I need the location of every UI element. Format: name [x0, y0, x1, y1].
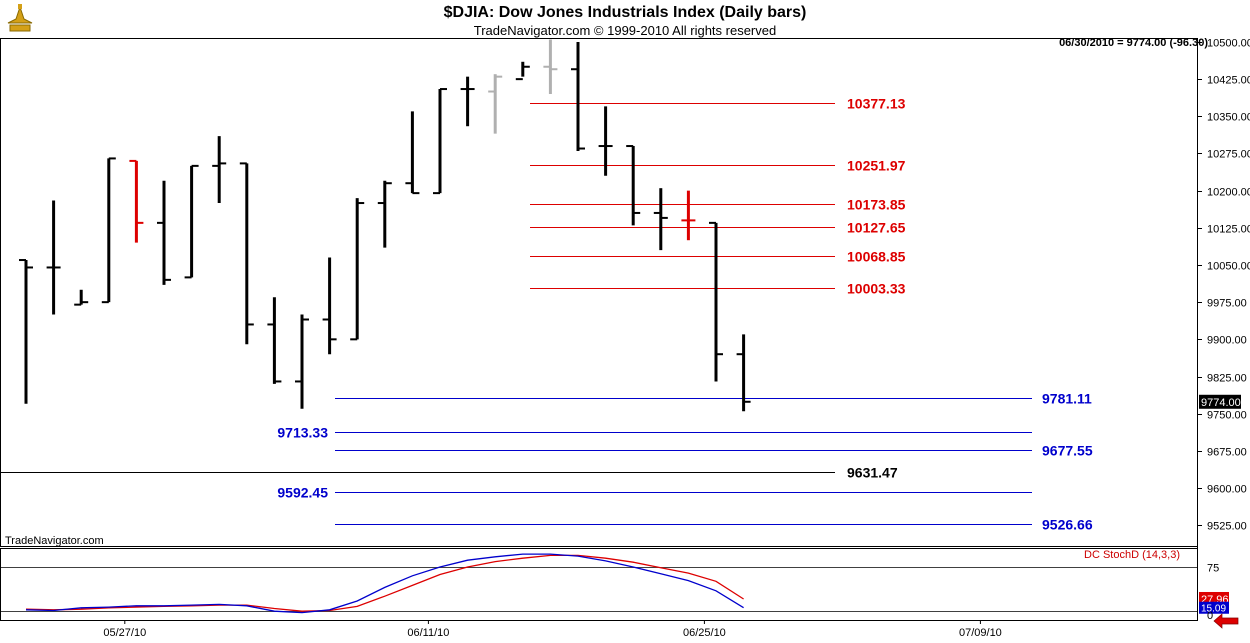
ohlc-bar-8 [239, 162, 254, 345]
price-tick-label-10: 9750.00 [1207, 410, 1247, 422]
date-label-3: 07/09/10 [959, 627, 1002, 639]
level-label-2: 10173.85 [847, 197, 906, 213]
price-tick-label-7: 9975.00 [1207, 298, 1247, 310]
ohlc-bar-11 [322, 257, 337, 355]
price-tick-label-0: 10500.00 [1207, 38, 1250, 50]
price-pane-frame [0, 38, 1198, 547]
ohlc-bar-15 [433, 88, 447, 195]
last-price-label: 9774.00 [1201, 397, 1241, 409]
ohlc-bar-24 [681, 190, 696, 241]
level-label-9: 9631.47 [847, 465, 898, 481]
price-tick-label-4: 10200.00 [1207, 187, 1250, 199]
price-tick-label-1: 10425.00 [1207, 75, 1250, 87]
price-tick-label-11: 9675.00 [1207, 447, 1247, 459]
chart-title: $DJIA: Dow Jones Industrials Index (Dail… [443, 4, 807, 21]
ohlc-bar-22 [626, 145, 641, 226]
ohlc-bar-3 [101, 157, 116, 304]
ohlc-bar-21 [598, 106, 613, 176]
ohlc-bar-20 [571, 41, 585, 151]
ohlc-bar-10 [295, 314, 309, 409]
level-label-5: 10003.33 [847, 281, 906, 297]
price-tick-label-13: 9525.00 [1207, 521, 1247, 533]
price-tick-label-3: 10275.00 [1207, 149, 1250, 161]
ohlc-bar-0 [19, 259, 33, 404]
price-tick-label-9: 9825.00 [1207, 373, 1247, 385]
price-tick-label-5: 10125.00 [1207, 224, 1250, 236]
price-tick-label-12: 9600.00 [1207, 484, 1247, 496]
level-label-10: 9592.45 [277, 485, 328, 501]
ohlc-bar-13 [377, 180, 392, 248]
stoch-k-value-label: 15.09 [1201, 604, 1226, 615]
ohlc-bar-23 [653, 188, 668, 251]
level-label-11: 9526.66 [1042, 517, 1093, 533]
ohlc-bar-14 [405, 111, 420, 195]
price-tick-label-2: 10350.00 [1207, 112, 1250, 124]
level-label-1: 10251.97 [847, 158, 906, 174]
ohlc-bar-5 [157, 180, 171, 285]
stoch-zero-label: 0 [1207, 610, 1213, 622]
ohlc-bar-26 [736, 334, 751, 412]
stoch-k-value-box [1199, 601, 1229, 614]
ohlc-bar-17 [488, 74, 503, 134]
last-price-box [1199, 394, 1241, 409]
ohlc-bar-4 [129, 159, 144, 243]
price-tick-label-6: 10050.00 [1207, 261, 1250, 273]
ohlc-bar-18 [515, 61, 530, 81]
ohlc-bar-7 [212, 136, 227, 204]
scroll-left-arrow-icon[interactable] [1213, 613, 1239, 629]
stoch-d-value-box [1199, 591, 1229, 605]
stoch-d-line [25, 554, 744, 612]
date-label-2: 06/25/10 [683, 627, 726, 639]
stoch-level-label: 75 [1207, 563, 1219, 575]
tradenavigator-logo-icon [4, 3, 36, 37]
ohlc-bar-16 [460, 76, 475, 127]
price-tick-label-8: 9900.00 [1207, 335, 1247, 347]
ohlc-bar-1 [46, 200, 61, 315]
date-label-0: 05/27/10 [103, 627, 146, 639]
ohlc-bar-19 [543, 39, 558, 95]
date-label-1: 06/11/10 [407, 627, 449, 639]
level-label-0: 10377.13 [847, 96, 906, 112]
watermark-text: TradeNavigator.com [5, 535, 104, 547]
level-label-8: 9677.55 [1042, 443, 1093, 459]
level-label-6: 9781.11 [1042, 391, 1092, 407]
chart-copyright: TradeNavigator.com © 1999-2010 All right… [473, 23, 777, 38]
ohlc-bar-6 [184, 164, 199, 279]
ohlc-bar-25 [709, 221, 723, 382]
ohlc-bar-2 [74, 289, 89, 306]
level-label-3: 10127.65 [847, 220, 906, 236]
stoch-k-line [25, 553, 744, 614]
stoch-indicator-label: DC StochD (14,3,3) [1084, 549, 1180, 561]
ohlc-bar-12 [350, 198, 365, 341]
level-label-7: 9713.33 [277, 425, 328, 441]
level-label-4: 10068.85 [847, 249, 906, 265]
price-readout: 06/30/2010 = 9774.00 (-96.30) [1059, 37, 1208, 49]
ohlc-bar-9 [267, 297, 282, 384]
